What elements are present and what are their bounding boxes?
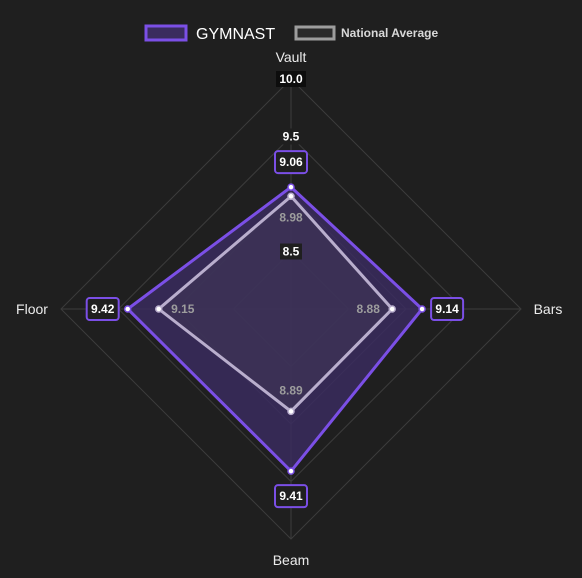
tick-label-text: 9.5 <box>283 130 300 144</box>
legend-label-national-average[interactable]: National Average <box>341 26 438 40</box>
legend-swatch-national-average[interactable] <box>294 25 336 41</box>
tick-label-bg <box>280 128 302 145</box>
data-point-gymnast-beam[interactable] <box>287 467 295 475</box>
value-label-text: 9.06 <box>279 155 303 169</box>
tick-label-text: 10.0 <box>279 72 303 86</box>
value-label-text: 9.14 <box>435 302 459 316</box>
data-point-gymnast-vault[interactable] <box>287 183 295 191</box>
value-label-national-average-vault: 8.98 <box>279 210 303 224</box>
data-point-national-average-floor[interactable] <box>155 305 163 313</box>
value-label-box <box>274 150 308 175</box>
axis-label-beam: Beam <box>273 552 310 568</box>
value-label-box <box>85 297 120 321</box>
value-label-gymnast-bars: 9.14 <box>430 297 465 321</box>
data-point-national-average-vault[interactable] <box>287 192 295 201</box>
axis-label-bars: Bars <box>534 301 563 317</box>
value-label-national-average-beam: 8.89 <box>279 383 303 397</box>
data-point-gymnast-bars[interactable] <box>418 305 426 313</box>
value-label-national-average-bars: 8.88 <box>357 302 381 316</box>
tick-label-10.0: 10.0 <box>276 71 306 87</box>
data-point-national-average-beam[interactable] <box>287 407 295 416</box>
tick-label-bg <box>280 243 302 260</box>
tick-label-text: 8.5 <box>283 245 300 259</box>
axis-label-vault: Vault <box>276 49 307 65</box>
tick-label-9.5: 9.5 <box>280 128 302 145</box>
value-label-national-average-floor: 9.15 <box>171 302 195 316</box>
axis-label-floor: Floor <box>16 301 48 317</box>
data-point-national-average-bars[interactable] <box>388 305 396 313</box>
value-label-text: 9.42 <box>91 302 115 316</box>
value-label-box <box>274 484 308 509</box>
value-label-gymnast-beam: 9.41 <box>274 484 308 509</box>
legend-swatch-gymnast[interactable] <box>144 24 188 42</box>
tick-labels: 8.5 9.5 10.0 <box>276 71 306 260</box>
value-label-text: 9.41 <box>279 489 303 503</box>
tick-label-8.5: 8.5 <box>280 243 302 260</box>
value-label-gymnast-vault: 9.06 <box>274 150 308 175</box>
legend[interactable]: GYMNAST National Average <box>144 24 438 43</box>
legend-label-gymnast[interactable]: GYMNAST <box>196 26 275 43</box>
series-layer <box>123 183 426 475</box>
value-label-box <box>430 297 465 321</box>
value-label-gymnast-floor: 9.42 <box>85 297 120 321</box>
tick-label-bg <box>276 71 306 87</box>
value-labels: 9.06 9.14 9.41 9.42 8.98 8.88 8.89 9.15 <box>85 150 465 509</box>
data-point-gymnast-floor[interactable] <box>123 305 132 313</box>
